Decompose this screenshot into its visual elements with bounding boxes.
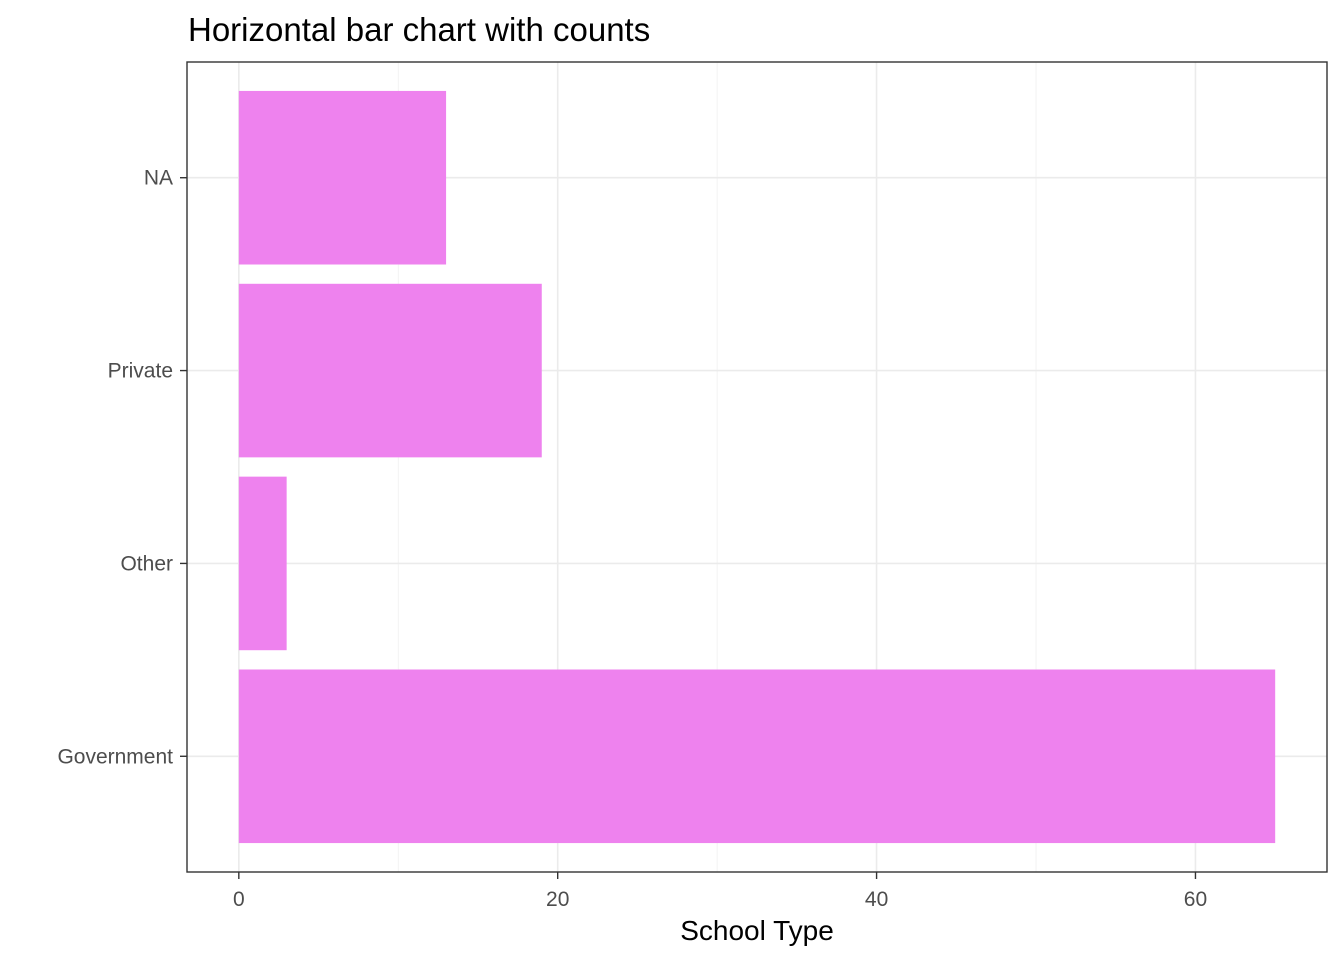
x-axis: 0 20 40 60: [233, 872, 1207, 911]
bar-other: [238, 476, 287, 651]
panel-border: [186, 61, 1328, 873]
y-tick-label: Government: [57, 745, 173, 768]
chart-title: Horizontal bar chart with counts: [188, 11, 650, 48]
y-tick-label: Other: [120, 552, 173, 575]
x-tick-label: 40: [865, 888, 888, 911]
x-tick-label: 20: [546, 888, 569, 911]
y-tick-label: NA: [144, 167, 173, 190]
y-tick-label: Private: [108, 360, 173, 383]
y-axis: Government Other Private NA: [57, 167, 187, 768]
x-axis-title: School Type: [680, 915, 834, 946]
x-tick-label: 60: [1184, 888, 1207, 911]
bar-na: [238, 90, 447, 265]
bar-government: [238, 669, 1276, 844]
bars: [238, 90, 1276, 844]
x-tick-label: 0: [233, 888, 245, 911]
bar-private: [238, 283, 542, 458]
